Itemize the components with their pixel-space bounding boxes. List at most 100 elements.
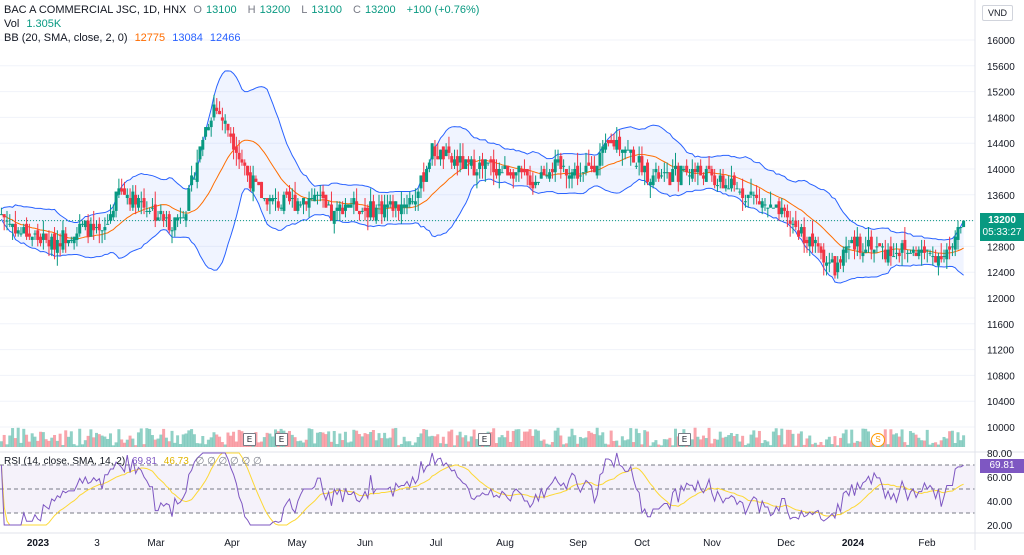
bb-label[interactable]: BB (20, SMA, close, 2, 0) xyxy=(4,32,128,44)
volume-bar xyxy=(587,431,591,447)
candle-body xyxy=(878,243,882,247)
candle-body xyxy=(623,149,627,153)
candle-body xyxy=(276,201,280,208)
candle-body xyxy=(581,172,585,174)
price-tick-label: 11600 xyxy=(987,320,1015,331)
candle-body xyxy=(936,256,940,266)
candle-body xyxy=(187,188,191,211)
volume-bar xyxy=(335,443,339,447)
volume-bar xyxy=(710,443,714,447)
earnings-event-icon[interactable]: E xyxy=(678,433,691,446)
volume-bar xyxy=(715,439,719,447)
candle-body xyxy=(576,165,580,179)
candle-body xyxy=(117,188,121,195)
volume-bar xyxy=(310,429,314,447)
candle-body xyxy=(455,156,459,166)
candle-body xyxy=(229,133,233,137)
candle-body xyxy=(114,191,118,211)
volume-bar xyxy=(816,444,820,447)
bb-lower-value: 12466 xyxy=(209,32,241,44)
candle-body xyxy=(497,169,501,176)
candle-body xyxy=(481,159,484,166)
candle-body xyxy=(190,175,194,186)
volume-bar xyxy=(262,437,266,447)
volume-bar xyxy=(78,428,82,447)
volume-bar xyxy=(75,445,79,447)
volume-bar xyxy=(620,436,624,447)
candle-body xyxy=(869,236,873,250)
volume-bar xyxy=(204,444,208,447)
volume-bar xyxy=(111,445,115,447)
earnings-event-icon[interactable]: E xyxy=(478,433,491,446)
volume-bar xyxy=(195,443,199,447)
price-tick-label: 12400 xyxy=(987,268,1015,279)
close-label: C xyxy=(353,4,361,16)
candle-body xyxy=(777,201,781,215)
volume-bar xyxy=(609,430,613,447)
candle-body xyxy=(539,172,543,179)
volume-bar xyxy=(783,444,787,447)
earnings-event-icon[interactable]: E xyxy=(275,433,288,446)
dividend-event-icon[interactable]: S xyxy=(871,433,885,447)
volume-bar xyxy=(908,431,912,447)
volume-bar xyxy=(592,434,596,447)
volume-bar xyxy=(724,436,728,447)
volume-bar xyxy=(148,428,152,447)
volume-bar xyxy=(855,440,859,447)
volume-bar xyxy=(464,435,468,447)
price-tick-label: 10000 xyxy=(987,423,1015,434)
volume-bar xyxy=(72,444,76,447)
candle-body xyxy=(103,227,107,231)
candle-body xyxy=(662,172,666,174)
volume-bar xyxy=(293,437,297,447)
time-tick-label: 2023 xyxy=(27,538,50,549)
candle-body xyxy=(950,246,954,248)
volume-bar xyxy=(567,436,571,447)
candle-body xyxy=(467,159,471,163)
candle-body xyxy=(425,169,429,182)
volume-bar xyxy=(788,429,792,447)
candle-body xyxy=(676,165,680,182)
volume-bar xyxy=(411,445,415,447)
volume-bar xyxy=(321,432,325,447)
candle-body xyxy=(64,233,68,244)
candle-body xyxy=(288,191,291,202)
candle-body xyxy=(134,194,138,205)
candle-body xyxy=(181,217,185,219)
candle-body xyxy=(592,165,596,173)
volume-bar xyxy=(956,432,960,447)
volume-bar xyxy=(657,444,661,447)
candle-body xyxy=(847,246,851,248)
volume-bar xyxy=(106,438,110,447)
candle-body xyxy=(520,169,524,173)
candle-body xyxy=(601,146,605,153)
candle-body xyxy=(685,165,689,173)
candle-body xyxy=(634,165,638,167)
volume-bar xyxy=(329,441,333,447)
bb-legend: BB (20, SMA, close, 2, 0) 12775 13084 12… xyxy=(4,31,244,45)
volume-bar xyxy=(53,435,57,447)
currency-badge[interactable]: VND xyxy=(982,5,1014,21)
volume-bar xyxy=(218,436,222,447)
earnings-event-icon[interactable]: E xyxy=(243,433,256,446)
volume-bar xyxy=(931,442,935,447)
candle-body xyxy=(931,256,935,258)
volume-legend: Vol 1.305K xyxy=(4,17,65,31)
volume-bar xyxy=(13,438,17,447)
rsi-label[interactable]: RSI (14, close, SMA, 14, 2) xyxy=(4,456,126,467)
candle-body xyxy=(343,204,347,211)
volume-bar xyxy=(458,431,462,447)
volume-bar xyxy=(634,428,638,447)
candle-body xyxy=(436,156,440,160)
volume-label[interactable]: Vol xyxy=(4,18,20,30)
volume-bar xyxy=(156,438,160,447)
symbol-title[interactable]: BAC A COMMERCIAL JSC, 1D, HNX xyxy=(4,4,187,16)
volume-bar xyxy=(531,435,535,447)
candle-body xyxy=(942,256,946,258)
volume-bar xyxy=(201,436,205,447)
volume-bar xyxy=(357,434,361,447)
volume-bar xyxy=(950,430,954,447)
volume-bar xyxy=(439,443,443,447)
